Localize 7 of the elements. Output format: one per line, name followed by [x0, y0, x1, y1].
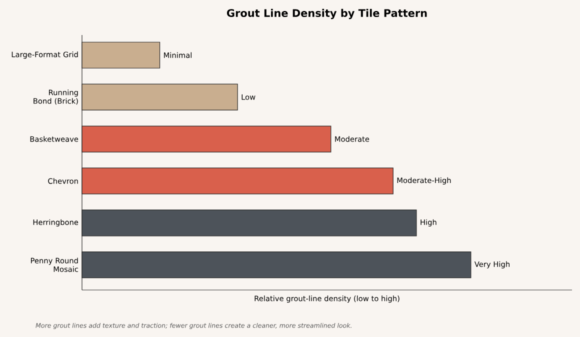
- chart-title: Grout Line Density by Tile Pattern: [226, 8, 427, 20]
- bar: [82, 168, 394, 194]
- bar: [82, 252, 472, 278]
- bar: [82, 42, 160, 68]
- bar: [82, 210, 417, 236]
- bar: [82, 126, 332, 152]
- bar: [82, 84, 238, 110]
